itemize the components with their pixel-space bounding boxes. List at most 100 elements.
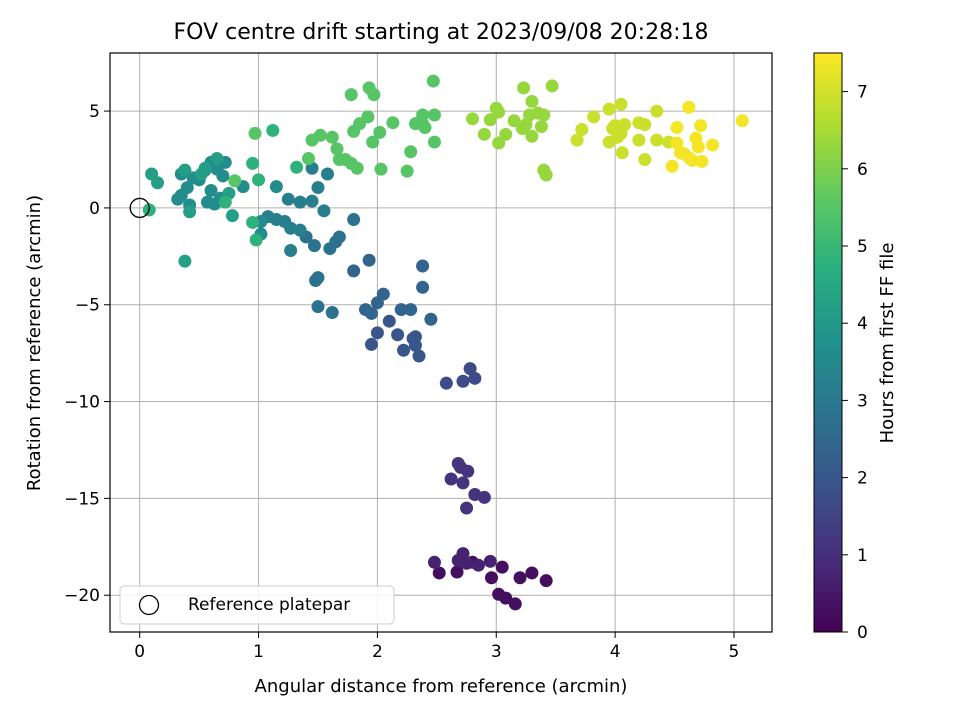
data-point	[204, 183, 218, 197]
data-point	[293, 195, 307, 209]
data-point	[391, 328, 405, 342]
data-point	[284, 244, 298, 258]
data-point	[418, 121, 432, 135]
x-tick-label: 2	[372, 642, 383, 662]
data-point	[513, 571, 527, 585]
data-point	[366, 135, 380, 149]
data-point	[362, 253, 376, 267]
data-point	[400, 164, 414, 178]
data-point	[618, 118, 632, 132]
data-point	[416, 280, 430, 294]
data-point	[404, 303, 418, 317]
plot-frame	[109, 52, 773, 633]
data-point	[183, 205, 197, 219]
data-point	[323, 242, 337, 256]
data-point	[281, 192, 295, 206]
data-point	[376, 287, 390, 301]
data-point	[499, 591, 513, 605]
data-point	[650, 104, 664, 118]
x-tick-label: 1	[253, 642, 264, 662]
data-point	[525, 566, 539, 580]
y-axis-ticks: 5 0 −5 −10 −15 −20	[64, 102, 110, 606]
legend-marker-circle	[138, 594, 160, 616]
data-point	[495, 560, 509, 574]
data-point	[427, 108, 441, 122]
data-point	[317, 204, 331, 218]
data-point	[246, 215, 260, 229]
data-point	[539, 168, 553, 182]
data-point	[266, 123, 280, 137]
data-point	[311, 181, 325, 195]
x-tick-label: 4	[610, 642, 621, 662]
x-tick-label: 5	[729, 642, 740, 662]
data-point	[361, 110, 375, 124]
data-point	[444, 472, 458, 486]
data-point	[364, 337, 378, 351]
colorbar-tick-label: 1	[857, 546, 868, 566]
colorbar: 0 1 2 3 4 5 6 7 Hours from first FF file	[813, 52, 898, 643]
data-point	[450, 565, 464, 579]
data-point	[483, 554, 497, 568]
x-axis-ticks: 0 1 2 3 4 5	[134, 632, 739, 662]
data-point	[424, 312, 438, 326]
data-point	[367, 88, 381, 102]
data-point	[386, 116, 400, 130]
data-point	[408, 330, 422, 344]
reference-marker	[129, 197, 150, 219]
data-point	[228, 174, 242, 188]
data-point	[311, 300, 325, 314]
data-point	[305, 194, 319, 208]
data-point	[178, 254, 192, 268]
colorbar-tick-label: 0	[857, 623, 868, 643]
data-point	[249, 233, 263, 247]
data-point	[439, 376, 453, 390]
data-point	[313, 128, 327, 142]
data-point	[525, 94, 539, 108]
data-point	[370, 326, 384, 340]
data-point	[350, 161, 364, 175]
data-point	[454, 460, 468, 474]
data-point	[523, 108, 537, 122]
data-point	[225, 209, 239, 223]
data-point	[706, 138, 720, 152]
data-point	[382, 314, 396, 328]
data-point	[695, 154, 709, 168]
data-point	[614, 97, 628, 111]
data-point	[325, 130, 339, 144]
data-point	[397, 343, 411, 357]
chart-title: FOV centre drift starting at 2023/09/08 …	[174, 20, 709, 45]
data-point	[507, 114, 521, 128]
y-tick-label: −5	[75, 296, 100, 316]
data-point	[615, 146, 629, 160]
colorbar-gradient	[813, 52, 843, 633]
data-point	[735, 114, 749, 128]
data-point	[650, 133, 664, 147]
data-point	[665, 159, 679, 173]
data-point	[394, 303, 408, 317]
data-point	[416, 259, 430, 273]
x-axis-label: Angular distance from reference (arcmin)	[255, 676, 628, 697]
data-point	[534, 120, 548, 134]
legend-box	[119, 585, 395, 625]
y-tick-label: 5	[89, 102, 100, 122]
data-point	[290, 160, 304, 174]
data-point	[545, 79, 559, 93]
data-point	[485, 571, 499, 585]
data-point	[691, 140, 705, 154]
colorbar-tick-label: 7	[857, 83, 868, 103]
data-point	[670, 121, 684, 135]
y-tick-label: −10	[64, 393, 100, 413]
data-point	[632, 133, 646, 147]
data-point	[460, 556, 474, 570]
data-point	[218, 195, 232, 209]
data-point	[330, 142, 344, 156]
data-point	[499, 127, 513, 141]
data-point	[364, 306, 378, 320]
y-tick-label: 0	[89, 199, 100, 219]
data-point	[602, 102, 616, 116]
data-point	[483, 113, 497, 127]
colorbar-tick-label: 3	[857, 391, 868, 411]
data-point	[210, 162, 224, 176]
data-point	[309, 274, 323, 288]
